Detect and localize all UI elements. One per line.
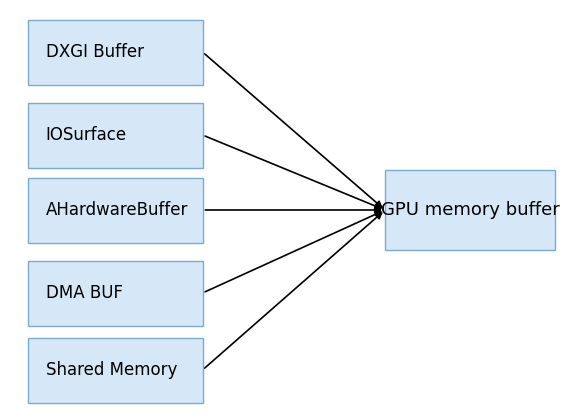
FancyBboxPatch shape	[27, 19, 202, 84]
Text: Shared Memory: Shared Memory	[45, 361, 177, 379]
FancyBboxPatch shape	[27, 178, 202, 242]
FancyBboxPatch shape	[27, 102, 202, 168]
Text: AHardwareBuffer: AHardwareBuffer	[45, 201, 188, 219]
Text: DMA BUF: DMA BUF	[45, 284, 122, 302]
FancyBboxPatch shape	[385, 170, 555, 250]
Text: DXGI Buffer: DXGI Buffer	[45, 43, 143, 61]
Text: GPU memory buffer: GPU memory buffer	[380, 201, 559, 219]
Text: IOSurface: IOSurface	[45, 126, 126, 144]
FancyBboxPatch shape	[27, 260, 202, 326]
FancyBboxPatch shape	[27, 338, 202, 402]
